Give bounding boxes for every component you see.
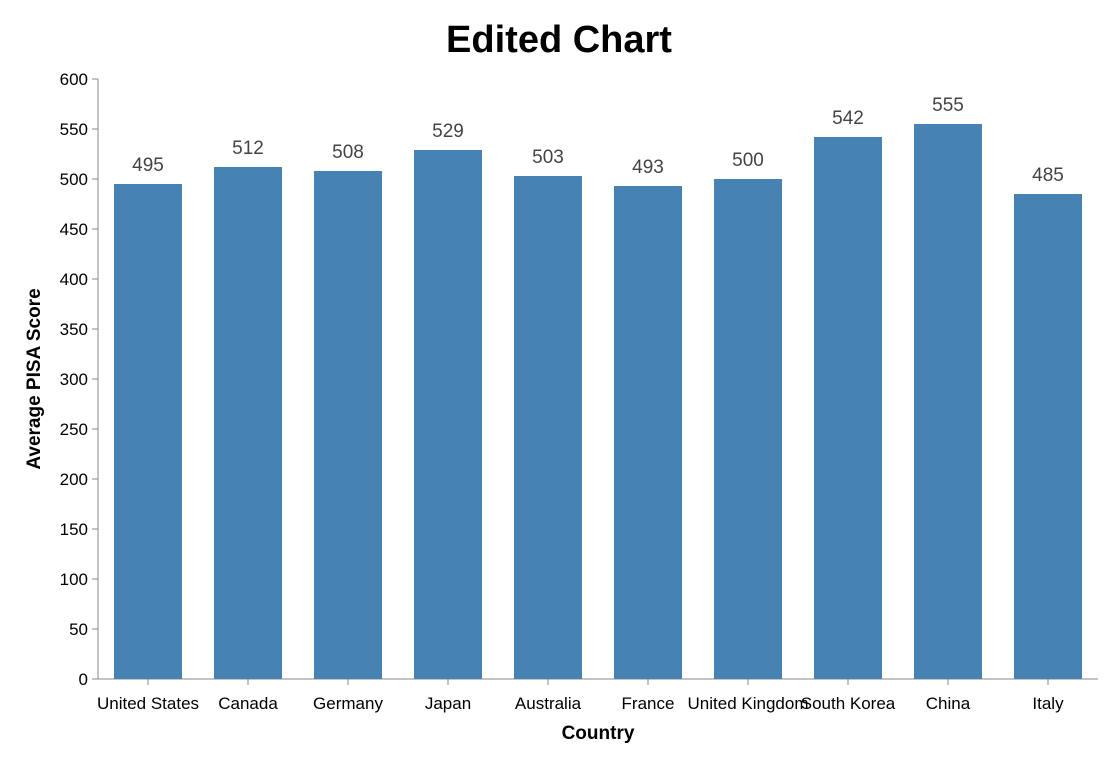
y-tick-label: 400	[60, 270, 88, 289]
x-axis-title: Country	[562, 723, 635, 744]
bar-value-label: 495	[132, 155, 164, 176]
bar-value-label: 503	[532, 147, 564, 168]
x-tick-label: Germany	[313, 694, 383, 713]
chart-title: Edited Chart	[446, 19, 672, 61]
bars-group	[114, 124, 1082, 679]
y-tick-label: 450	[60, 220, 88, 239]
bar	[414, 150, 482, 679]
x-tick-label: Canada	[218, 694, 278, 713]
bar	[914, 124, 982, 679]
y-tick-label: 600	[60, 70, 88, 89]
x-tick-label: United Kingdom	[688, 694, 809, 713]
bar-value-label: 555	[932, 95, 964, 116]
x-tick-label: France	[622, 694, 675, 713]
y-tick-label: 500	[60, 170, 88, 189]
y-tick-label: 300	[60, 370, 88, 389]
y-tick-label: 200	[60, 470, 88, 489]
y-tick-label: 350	[60, 320, 88, 339]
x-tick-label: Japan	[425, 694, 471, 713]
y-tick-label: 0	[79, 670, 88, 689]
x-tick-label: Italy	[1032, 694, 1064, 713]
bar	[314, 171, 382, 679]
x-axis: United States Canada Germany Japan Australia…	[97, 678, 1098, 713]
y-tick-label: 250	[60, 420, 88, 439]
bar-value-label: 512	[232, 138, 264, 159]
data-labels-group: 495 512 508 529 503 493 500 542 555 485	[132, 95, 1064, 186]
bar	[714, 179, 782, 679]
x-tick-label: China	[926, 694, 971, 713]
bar	[1014, 194, 1082, 679]
y-axis: 0 50 100 150 200 250 300 350 400 450 500 550 600	[60, 70, 99, 689]
bar	[514, 176, 582, 679]
x-tick-label: Australia	[515, 694, 582, 713]
x-tick-label: South Korea	[801, 694, 896, 713]
bar-value-label: 485	[1032, 165, 1064, 186]
bar	[214, 167, 282, 679]
bar-value-label: 493	[632, 157, 664, 178]
bar	[614, 186, 682, 679]
y-tick-label: 150	[60, 520, 88, 539]
bar-value-label: 508	[332, 142, 364, 163]
y-tick-label: 100	[60, 570, 88, 589]
y-axis-title: Average PISA Score	[24, 288, 45, 469]
y-tick-label: 50	[69, 620, 88, 639]
bar	[814, 137, 882, 679]
bar	[114, 184, 182, 679]
y-tick-label: 550	[60, 120, 88, 139]
bar-value-label: 529	[432, 121, 464, 142]
bar-value-label: 542	[832, 108, 864, 129]
bar-value-label: 500	[732, 150, 764, 171]
x-tick-label: United States	[97, 694, 199, 713]
